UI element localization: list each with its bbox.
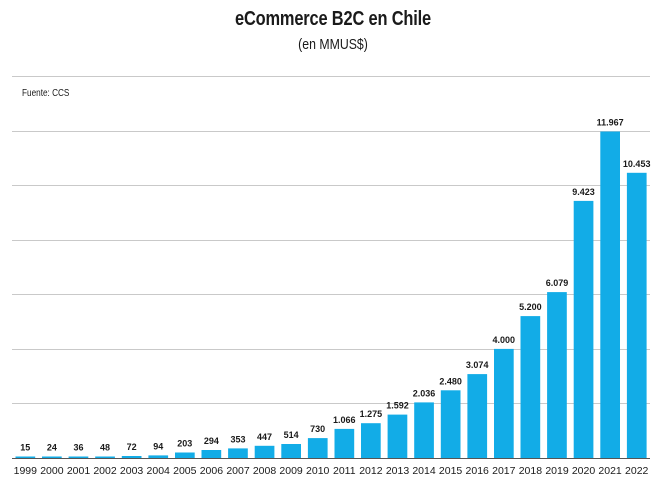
- x-tick-2015: 2015: [439, 465, 463, 477]
- bar-2009: [281, 444, 301, 458]
- data-label-2017: 4.000: [493, 335, 516, 345]
- x-tick-2004: 2004: [147, 465, 171, 477]
- x-tick-2011: 2011: [333, 465, 356, 477]
- chart-title: eCommerce B2C en Chile: [234, 8, 432, 30]
- bar-2020: [573, 200, 594, 458]
- bar-1999: [15, 456, 36, 458]
- data-labels: 15 24 36 48 72 94 203 294 353 447 514 730 1.066 1.275…: [20, 118, 650, 453]
- x-tick-2008: 2008: [253, 465, 277, 477]
- x-tick-2005: 2005: [173, 465, 197, 477]
- x-tick-2021: 2021: [598, 465, 622, 477]
- data-label-2007: 353: [230, 434, 245, 444]
- bar-2014: [414, 402, 434, 458]
- bar-2007: [228, 448, 248, 458]
- bar-2006: [201, 450, 222, 458]
- bar-2001: [68, 456, 89, 458]
- x-tick-2012: 2012: [359, 465, 383, 477]
- bar-2004: [148, 455, 169, 458]
- bar-2022: [626, 172, 647, 459]
- x-tick-2007: 2007: [226, 465, 250, 477]
- x-tick-1999: 1999: [14, 465, 38, 477]
- x-tick-2020: 2020: [572, 465, 596, 477]
- data-label-2021: 11.967: [597, 118, 624, 128]
- data-label-2008: 447: [257, 432, 272, 442]
- x-tick-2010: 2010: [306, 465, 330, 477]
- data-label-2018: 5.200: [519, 302, 542, 312]
- bar-2016: [467, 374, 488, 458]
- x-tick-2009: 2009: [279, 465, 303, 477]
- bars: [15, 131, 647, 459]
- x-tick-2019: 2019: [545, 465, 569, 477]
- data-label-2009: 514: [284, 430, 299, 440]
- bar-2000: [42, 456, 62, 458]
- chart-source: Fuente: CCS: [22, 88, 70, 99]
- x-tick-2022: 2022: [625, 465, 649, 477]
- x-tick-2002: 2002: [93, 465, 117, 477]
- x-tick-2013: 2013: [386, 465, 410, 477]
- bar-2021: [600, 131, 620, 458]
- data-label-2000: 24: [47, 443, 57, 453]
- x-tick-2006: 2006: [200, 465, 224, 477]
- data-label-2010: 730: [310, 424, 325, 434]
- grid-lines: [12, 76, 650, 459]
- bar-2013: [387, 414, 408, 458]
- data-label-2012: 1.275: [360, 409, 383, 419]
- bar-2012: [361, 423, 381, 458]
- data-label-2001: 36: [73, 443, 83, 453]
- data-label-2020: 9.423: [572, 187, 595, 197]
- data-label-2013: 1.592: [386, 401, 409, 411]
- data-label-2004: 94: [153, 441, 163, 451]
- data-label-1999: 15: [20, 443, 30, 453]
- x-tick-2017: 2017: [492, 465, 516, 477]
- data-label-2011: 1.066: [333, 415, 356, 425]
- data-label-2005: 203: [177, 439, 192, 449]
- bar-2005: [175, 452, 195, 458]
- data-label-2002: 48: [100, 443, 110, 453]
- bar-2008: [254, 445, 275, 458]
- data-label-2014: 2.036: [413, 388, 436, 398]
- bar-2010: [307, 438, 328, 458]
- bar-2018: [520, 316, 541, 458]
- data-label-2016: 3.074: [466, 360, 489, 370]
- data-label-2015: 2.480: [439, 376, 462, 386]
- data-label-2019: 6.079: [546, 278, 569, 288]
- bar-2017: [494, 348, 514, 458]
- bar-2011: [334, 428, 355, 458]
- bar-2002: [95, 456, 115, 458]
- data-label-2003: 72: [127, 442, 137, 452]
- x-tick-2014: 2014: [412, 465, 436, 477]
- bar-2015: [440, 390, 461, 458]
- x-tick-2016: 2016: [466, 465, 490, 477]
- x-tick-2018: 2018: [519, 465, 543, 477]
- x-tick-2000: 2000: [40, 465, 64, 477]
- data-label-2022: 10.453: [623, 159, 651, 169]
- bar-2003: [121, 456, 142, 458]
- bar-2019: [547, 292, 567, 458]
- chart-subtitle: (en MMUS$): [298, 36, 368, 53]
- data-label-2006: 294: [204, 436, 219, 446]
- x-axis-ticks: 1999 2000 2001 2002 2003 2004 2005 2006 2007 2008…: [14, 465, 649, 477]
- x-tick-2001: 2001: [67, 465, 91, 477]
- x-tick-2003: 2003: [120, 465, 144, 477]
